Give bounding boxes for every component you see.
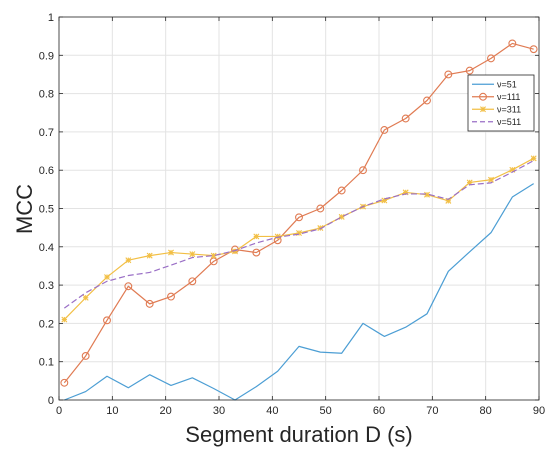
y-tick-label: 0.6 [39, 165, 54, 177]
data-point [530, 155, 537, 162]
data-point [124, 282, 133, 291]
data-point [81, 352, 90, 360]
series-4 [63, 160, 534, 309]
data-point [444, 70, 453, 79]
data-point [145, 299, 154, 308]
tick-labels: 0 10 20 30 40 50 60 70 80 90 0 0.1 0.2 0.3 0.4 0.5 0.6 0.… [39, 12, 545, 417]
y-tick-label: 0.1 [39, 357, 54, 369]
data-point [338, 213, 345, 220]
data-point [381, 197, 388, 204]
series-1 [64, 183, 534, 401]
data-point [252, 248, 261, 257]
legend-marker [479, 92, 487, 101]
data-point [423, 96, 431, 105]
x-tick-label: 50 [320, 405, 332, 417]
data-point [60, 378, 69, 387]
y-tick-label: 0.3 [39, 280, 54, 292]
data-point [167, 292, 175, 301]
x-tick-label: 80 [480, 405, 492, 417]
legend-marker [480, 106, 486, 113]
x-tick-label: 90 [533, 405, 545, 417]
legend-label: ν=51 [497, 79, 517, 89]
y-tick-label: 0.9 [39, 50, 54, 62]
y-tick-label: 0.8 [39, 89, 54, 101]
x-tick-label: 60 [373, 405, 385, 417]
data-point [82, 294, 89, 301]
data-point [189, 251, 196, 258]
legend-label: ν=311 [497, 104, 521, 114]
y-tick-label: 0.7 [39, 127, 54, 139]
data-point [317, 225, 324, 232]
data-point [316, 204, 325, 213]
data-point [508, 39, 517, 48]
data-point [253, 233, 260, 240]
y-tick-label: 0 [48, 395, 54, 407]
data-point [465, 66, 474, 75]
legend-item: ν=311 [472, 104, 521, 114]
series-line [63, 42, 534, 384]
x-tick-label: 10 [106, 405, 118, 417]
legend-item: ν=511 [472, 117, 521, 127]
series-2 [60, 39, 538, 387]
y-tick-label: 0.4 [39, 242, 54, 254]
data-point [146, 252, 153, 259]
grid [58, 16, 540, 401]
axes [58, 16, 540, 401]
data-point [359, 166, 367, 175]
legend: ν=51 ν=111 ν=311 ν=511 [467, 74, 535, 132]
data-point [424, 191, 430, 198]
series-line [63, 160, 534, 309]
x-tick-label: 0 [56, 405, 62, 417]
data-point [168, 249, 174, 256]
y-tick-label: 0.2 [39, 318, 54, 330]
data-point [125, 257, 132, 264]
series-group [60, 39, 538, 401]
y-axis-label: MCC [12, 184, 37, 234]
data-point [337, 186, 346, 195]
x-axis-label: Segment duration D (s) [185, 422, 412, 447]
y-tick-label: 1 [48, 12, 54, 24]
data-point [488, 176, 494, 183]
data-point [401, 114, 410, 123]
x-tick-label: 70 [426, 405, 438, 417]
legend-item: ν=111 [472, 92, 520, 102]
legend-label: ν=511 [497, 117, 521, 127]
data-point [61, 316, 68, 323]
x-tick-label: 40 [266, 405, 278, 417]
legend-item: ν=51 [472, 79, 517, 89]
x-tick-label: 20 [160, 405, 172, 417]
series-3 [61, 155, 537, 323]
data-point [103, 316, 111, 325]
data-point [529, 45, 538, 54]
data-point [104, 274, 110, 281]
series-line [63, 157, 534, 320]
series-line [64, 183, 534, 401]
data-point [380, 126, 389, 134]
x-tick-label: 30 [213, 405, 225, 417]
data-point [210, 252, 217, 259]
data-point [188, 277, 197, 286]
legend-label: ν=111 [497, 92, 520, 102]
data-point [487, 54, 495, 63]
y-tick-label: 0.5 [39, 204, 54, 216]
data-point [295, 213, 303, 222]
